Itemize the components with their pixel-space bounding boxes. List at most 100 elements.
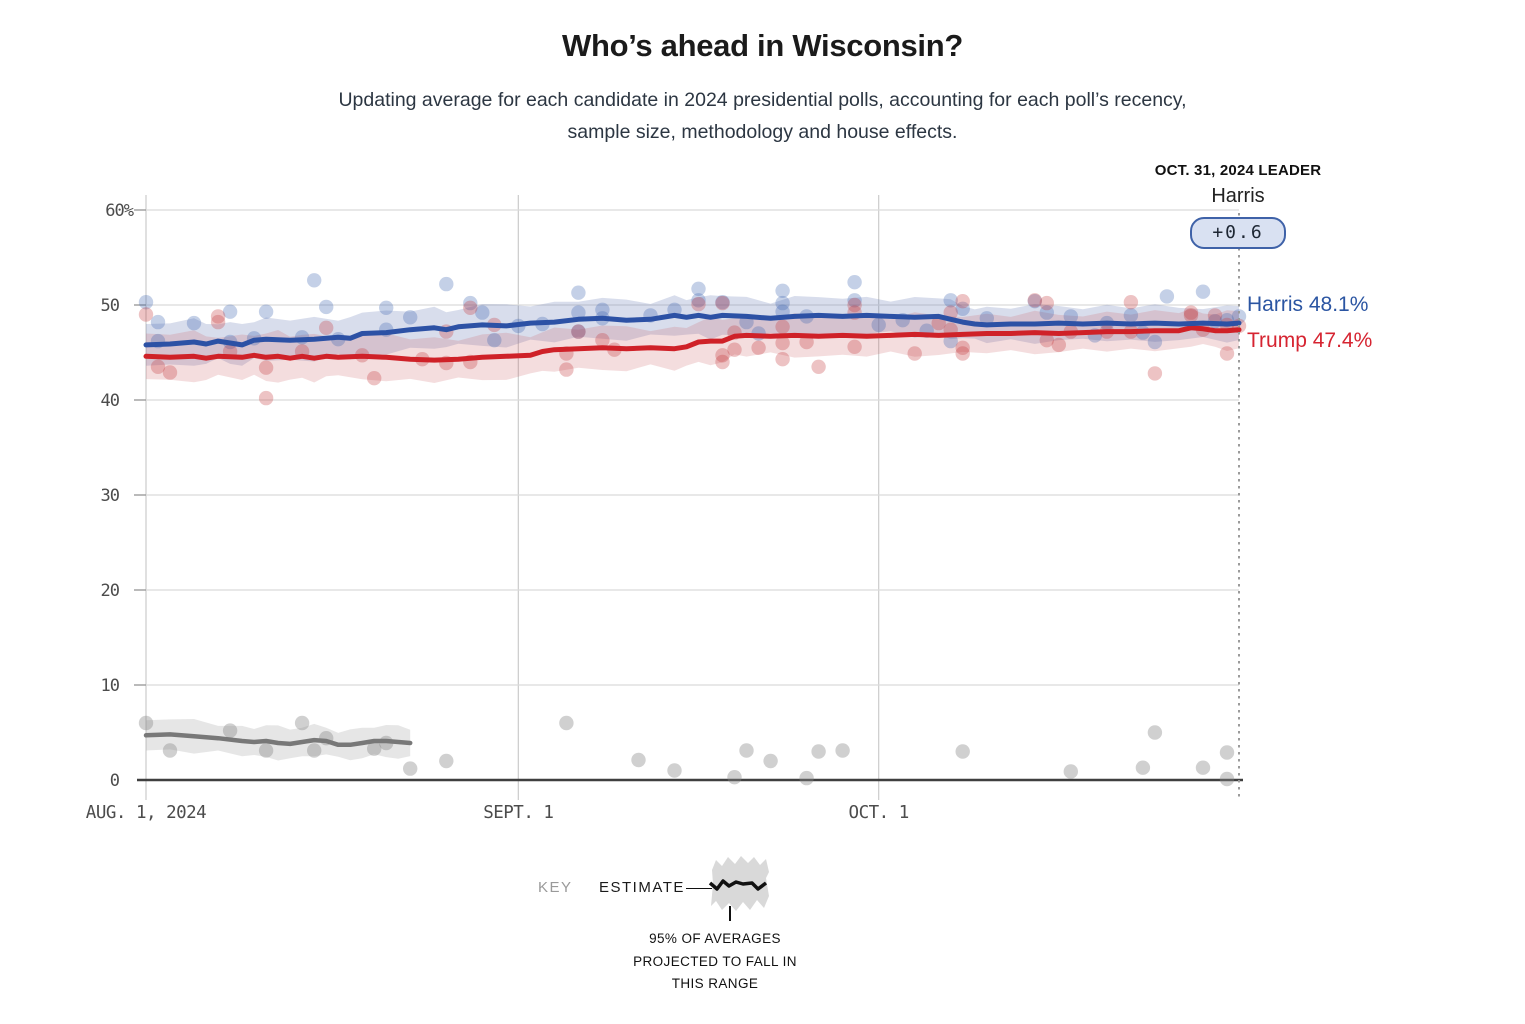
- estimate-label: ESTIMATE: [599, 879, 685, 896]
- poll-dot: [463, 295, 478, 311]
- poll-dot: [691, 281, 706, 296]
- poll-dot: [847, 339, 862, 354]
- poll-dot: [475, 305, 490, 320]
- poll-dot: [631, 752, 646, 768]
- subtitle-line-1: Updating average for each candidate in 2…: [338, 89, 1187, 111]
- poll-dot: [571, 324, 586, 339]
- poll-dot: [979, 311, 994, 326]
- poll-dot: [1123, 308, 1139, 323]
- poll-dot: [1147, 725, 1163, 740]
- x-axis-tick-labels: AUG. 1, 2024 SEPT. 1 OCT. 1: [86, 803, 909, 823]
- poll-dot: [775, 335, 790, 351]
- range-caption-line-3: THIS RANGE: [671, 976, 759, 991]
- poll-dot: [1159, 289, 1175, 304]
- poll-dot: [739, 743, 754, 758]
- poll-dot: [763, 753, 778, 769]
- poll-dot: [319, 299, 334, 315]
- poll-dot: [1039, 295, 1055, 311]
- poll-dot: [559, 715, 574, 731]
- poll-dot: [367, 371, 382, 386]
- poll-dot: [439, 276, 454, 292]
- average-lines: [143, 312, 1242, 748]
- poll-dot: [811, 744, 826, 759]
- poll-dot: [258, 304, 274, 319]
- poll-dot: [955, 294, 970, 309]
- poll-dot: [907, 346, 922, 361]
- estimate-key-graphic: [708, 856, 769, 921]
- poll-dot: [847, 297, 862, 313]
- poll-dot: [955, 301, 970, 316]
- poll-dot: [1123, 295, 1139, 310]
- x-tick-label: OCT. 1: [849, 803, 909, 823]
- x-tick-label: SEPT. 1: [483, 803, 553, 823]
- poll-dot: [1231, 309, 1247, 324]
- poll-dot: [210, 314, 226, 330]
- poll-dot: [1207, 308, 1223, 323]
- poll-dot: [715, 354, 730, 370]
- estimate-connector-line: [686, 888, 712, 889]
- poll-dot: [258, 360, 274, 375]
- poll-dot: [1027, 293, 1043, 308]
- poll-dot: [943, 293, 958, 308]
- poll-dot: [775, 295, 790, 311]
- poll-dot: [258, 390, 274, 406]
- poll-dot: [186, 315, 202, 331]
- poll-dot: [1051, 337, 1067, 353]
- poll-dot: [210, 309, 226, 324]
- x-tick-label: AUG. 1, 2024: [86, 803, 206, 823]
- poll-dot: [150, 314, 166, 330]
- vertical-gridlines: [145, 195, 880, 800]
- poll-dot: [571, 324, 586, 339]
- poll-dot: [595, 302, 610, 317]
- poll-dot: [667, 763, 682, 778]
- third-band: [146, 719, 411, 761]
- poll-dot: [1147, 366, 1163, 381]
- leader-annotation: OCT. 31, 2024 LEADER Harris +0.6: [1038, 162, 1438, 249]
- range-caption-line-2: PROJECTED TO FALL IN: [633, 953, 797, 969]
- poll-dot: [1063, 764, 1079, 779]
- harris-end-label: Harris 48.1%: [1247, 293, 1369, 316]
- page-subtitle: Updating average for each candidate in 2…: [0, 84, 1525, 148]
- y-axis-tick-labels: 0 10 20 30 40 50 60%: [101, 201, 135, 791]
- poll-dot: [138, 307, 154, 322]
- poll-dot: [487, 333, 502, 348]
- key-label: KEY: [538, 879, 573, 896]
- poll-dot: [559, 362, 574, 377]
- trump-average-line: [143, 325, 1242, 363]
- y-tick-label: 10: [101, 676, 120, 696]
- leader-name: Harris: [1211, 185, 1265, 207]
- poll-dot: [691, 296, 706, 312]
- poll-dot: [258, 743, 274, 758]
- y-tick-label: 30: [101, 486, 120, 506]
- poll-dot: [715, 295, 730, 310]
- poll-dot: [1183, 308, 1199, 323]
- poll-dot: [691, 293, 706, 308]
- poll-dot: [775, 352, 790, 367]
- poll-dot: [162, 365, 178, 380]
- y-tick-label: 50: [101, 296, 120, 316]
- y-tick-label: 0: [110, 771, 120, 791]
- poll-dot: [1039, 333, 1055, 348]
- third-poll-dots: [138, 715, 1235, 787]
- poll-dot: [294, 715, 310, 731]
- poll-dot: [715, 295, 730, 311]
- poll-dot: [727, 342, 742, 357]
- range-caption: 95% OF AVERAGES PROJECTED TO FALL IN THI…: [565, 928, 865, 996]
- poll-dot: [138, 295, 154, 310]
- harris-band: [146, 295, 1239, 366]
- horizontal-gridlines: [134, 209, 1243, 782]
- poll-dot: [1219, 346, 1235, 361]
- poll-dot: [222, 723, 238, 738]
- poll-dot: [751, 340, 766, 355]
- poll-dot: [403, 761, 418, 776]
- poll-dot: [1195, 284, 1211, 299]
- poll-dot: [955, 346, 970, 361]
- poll-dot: [955, 744, 970, 759]
- subtitle-line-2: sample size, methodology and house effec…: [567, 121, 958, 143]
- poll-dot: [799, 770, 814, 786]
- poll-dot: [571, 285, 586, 300]
- poll-dot: [835, 743, 850, 758]
- poll-dot: [150, 359, 166, 374]
- poll-dot: [1183, 305, 1199, 320]
